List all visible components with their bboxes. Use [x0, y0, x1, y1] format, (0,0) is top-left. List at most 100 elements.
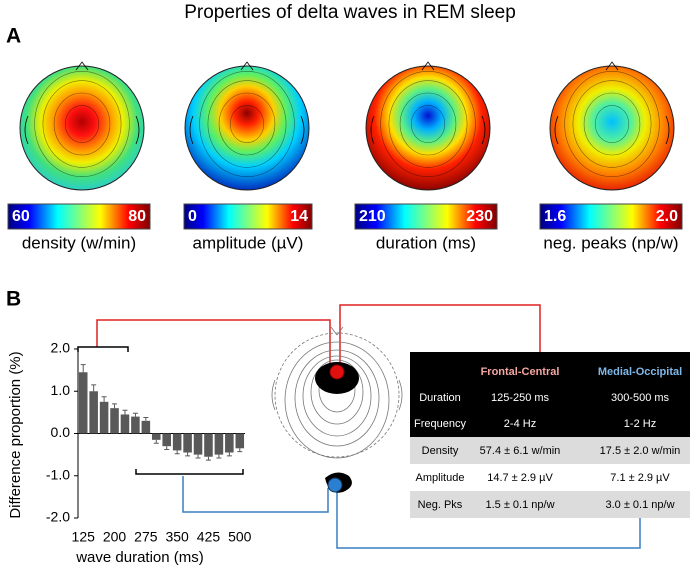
error-bar [216, 454, 222, 459]
x-tick-label: 425 [197, 529, 221, 545]
colorbar-label: duration (ms) [376, 233, 476, 252]
panel-label: A [6, 25, 21, 48]
error-bar [153, 439, 159, 444]
colorbar-min: 210 [359, 208, 386, 225]
head-outline [554, 61, 670, 145]
head-outline [24, 61, 140, 145]
bar [214, 433, 224, 455]
table-row-bg [410, 437, 690, 464]
bar [120, 414, 130, 434]
bar [131, 416, 140, 434]
bar-chart: Difference proportion (%) wave duration … [7, 340, 252, 566]
contour [594, 105, 630, 143]
blue-connector [336, 490, 641, 549]
row-label: Duration [419, 392, 461, 404]
connectors [77, 304, 641, 549]
contour [564, 71, 660, 178]
bar [193, 433, 203, 455]
x-tick-label: 350 [165, 529, 189, 545]
y-tick-label: -1.0 [46, 466, 70, 482]
contour [583, 92, 641, 156]
contour [64, 105, 100, 143]
error-bar [143, 416, 149, 421]
bar [235, 433, 245, 449]
contour [218, 92, 276, 156]
cell: 57.4 ± 6.1 w/min [480, 445, 561, 457]
y-axis-title: Difference proportion (%) [7, 351, 24, 518]
colorbar-max: 230 [466, 208, 493, 225]
bar [183, 433, 192, 453]
row-label: Neg. Pks [418, 499, 463, 511]
error-bar [91, 384, 97, 392]
error-bar [112, 403, 118, 409]
x-axis-title: wave duration (ms) [75, 549, 204, 566]
bracket [77, 346, 129, 352]
red-connector [96, 319, 331, 372]
contour [572, 80, 652, 168]
bar [89, 391, 98, 434]
table-row-bg [410, 491, 690, 518]
cell: 2-4 Hz [504, 418, 536, 430]
table-row-bg [410, 464, 690, 491]
topomap [365, 65, 491, 191]
colorbar-max: 80 [128, 208, 146, 225]
bar [99, 401, 109, 434]
red-connector [339, 304, 541, 372]
cell: 300-500 ms [611, 392, 670, 404]
x-tick-label: 125 [72, 529, 96, 545]
column-header: Frontal-Central [481, 366, 560, 378]
colorbar-min: 60 [12, 208, 30, 225]
blue-connector [182, 476, 329, 513]
error-bar [122, 409, 128, 415]
bar [162, 433, 171, 447]
cell: 1.5 ± 0.1 np/w [485, 499, 554, 511]
column-header: Medial-Occipital [598, 366, 682, 378]
error-bar [174, 450, 180, 455]
error-bar [237, 448, 243, 453]
row-label: Amplitude [416, 472, 465, 484]
x-tick-label: 500 [228, 529, 252, 545]
contour [410, 105, 446, 143]
colorbar-max: 14 [290, 208, 308, 225]
head-outline [370, 61, 486, 145]
contour [199, 71, 295, 178]
topomap [184, 65, 310, 191]
colorbar-label: density (w/min) [22, 233, 136, 252]
topomap [19, 65, 145, 191]
y-tick-label: 2.0 [51, 340, 71, 356]
colorbar [354, 203, 498, 230]
y-tick-label: 1.0 [51, 382, 71, 398]
error-bar [132, 412, 138, 417]
head-diagram [271, 326, 403, 493]
contour [399, 92, 457, 156]
colorbar-label: amplitude (µV) [193, 233, 304, 252]
figure-title: Properties of delta waves in REM sleep [184, 2, 516, 23]
x-tick-label: 275 [134, 529, 158, 545]
topomap [549, 65, 675, 191]
colorbar-min: 0 [188, 208, 197, 225]
contour [207, 80, 287, 168]
cell: 3.0 ± 0.1 np/w [605, 499, 674, 511]
colorbar-min: 1.6 [544, 208, 566, 225]
error-bar [80, 364, 86, 373]
contour [53, 92, 111, 156]
contour [34, 71, 130, 178]
error-bar [195, 454, 201, 459]
contour [229, 105, 265, 143]
y-tick-label: 0.0 [51, 424, 71, 440]
error-bar [226, 452, 232, 457]
cell: 14.7 ± 2.9 µV [487, 472, 553, 484]
contour [380, 71, 476, 178]
y-tick-label: -2.0 [46, 509, 70, 525]
bar [110, 408, 119, 434]
bracket [135, 469, 244, 475]
colorbar-max: 2.0 [656, 208, 678, 225]
error-bar [164, 446, 170, 451]
bar [204, 433, 213, 457]
error-bar [101, 396, 107, 402]
contour [388, 80, 468, 168]
x-tick-label: 200 [103, 529, 127, 545]
error-bar [205, 456, 211, 461]
bar [172, 433, 182, 451]
